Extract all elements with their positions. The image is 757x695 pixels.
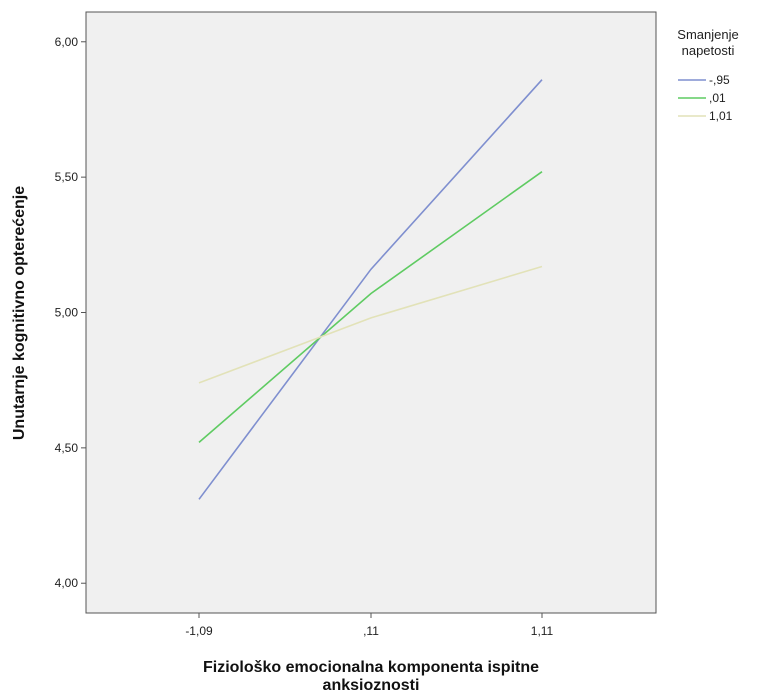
series-line-2 [198, 265, 543, 384]
y-axis-title: Unutarnje kognitivno opterećenje [11, 186, 28, 440]
legend-title-line-2: napetosti [682, 43, 735, 58]
x-axis-title-line-2: anksioznosti [323, 677, 420, 694]
y-tick-label: 5,00 [55, 306, 79, 320]
y-tick-label: 5,50 [55, 170, 79, 184]
y-tick-label: 4,50 [55, 441, 79, 455]
x-axis-title-line-1: Fiziološko emocionalna komponenta ispitn… [203, 659, 539, 676]
series-line-0 [198, 79, 543, 500]
legend-label: -,95 [709, 73, 730, 87]
y-tick-label: 4,00 [55, 576, 79, 590]
y-tick-label: 6,00 [55, 35, 79, 49]
x-tick-label: ,11 [363, 624, 379, 638]
y-axis: 4,00 4,50 5,00 5,50 6,00 [55, 35, 86, 590]
x-tick-label: -1,09 [185, 624, 213, 638]
series-line-1 [198, 171, 543, 444]
series-lines [198, 79, 543, 500]
legend-label: 1,01 [709, 109, 733, 123]
x-axis: -1,09 ,11 1,11 [185, 613, 554, 638]
legend-label: ,01 [709, 91, 726, 105]
legend-title-line-1: Smanjenje [677, 27, 738, 42]
plot-area [85, 11, 657, 614]
legend-items: -,95 ,01 1,01 [678, 73, 733, 123]
legend: Smanjenje napetosti -,95 ,01 1,01 [677, 27, 738, 123]
x-tick-label: 1,11 [531, 624, 554, 638]
